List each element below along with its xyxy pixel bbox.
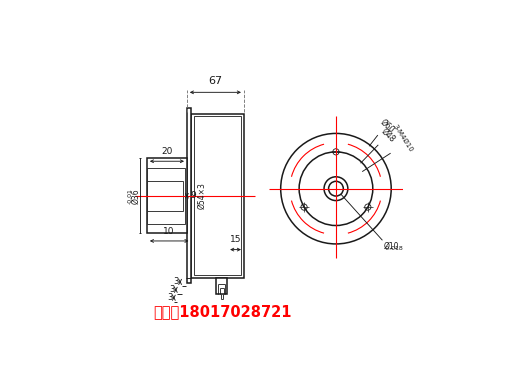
Bar	[187, 109, 191, 283]
Bar	[147, 168, 185, 223]
Bar	[194, 116, 241, 275]
Text: Ø36: Ø36	[131, 188, 140, 204]
Text: Ø48: Ø48	[379, 127, 397, 144]
Bar	[147, 181, 183, 211]
Text: 3-M4Ø10: 3-M4Ø10	[391, 123, 414, 153]
Text: 10: 10	[163, 227, 175, 236]
Text: 3: 3	[169, 285, 175, 294]
Text: 20: 20	[161, 147, 173, 156]
Bar	[216, 278, 227, 294]
Text: 67: 67	[208, 76, 222, 86]
Text: -0.01: -0.01	[128, 188, 133, 204]
Text: 手机：18017028721: 手机：18017028721	[153, 304, 292, 319]
Text: 3: 3	[167, 293, 173, 302]
Text: 3: 3	[174, 277, 179, 286]
Text: Ø10: Ø10	[384, 242, 399, 251]
Text: Ø60: Ø60	[378, 117, 396, 135]
Text: 15: 15	[230, 236, 241, 244]
Text: Ø54×3: Ø54×3	[197, 182, 207, 209]
Text: -0.018: -0.018	[384, 247, 403, 251]
Bar	[147, 158, 187, 233]
Text: 9: 9	[190, 191, 196, 200]
Bar	[191, 114, 244, 278]
